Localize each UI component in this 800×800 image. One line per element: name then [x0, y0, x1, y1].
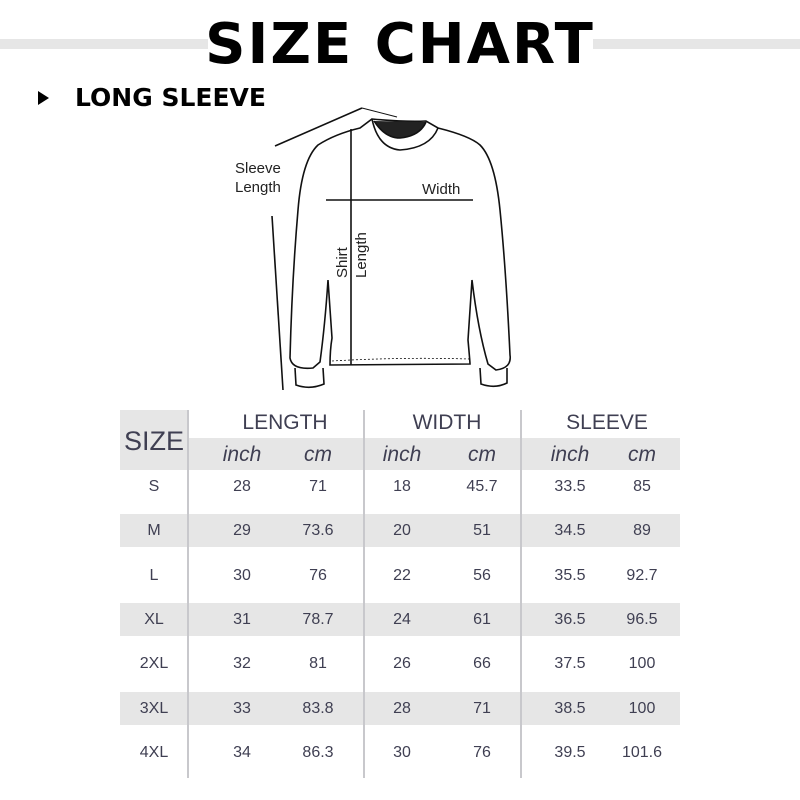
cell-width-cm: 71 [473, 699, 491, 717]
cell-width-inch: 28 [393, 699, 411, 717]
shirt-length-label-1: Shirt [334, 246, 351, 278]
sleeve-measure-line-top [361, 107, 398, 118]
cell-sleeve-inch: 38.5 [554, 699, 586, 717]
cell-width-cm: 76 [473, 743, 491, 761]
group-header-sleeve: SLEEVE [566, 411, 648, 434]
cell-width-inch: 20 [393, 522, 411, 540]
cell-sleeve-cm: 92.7 [626, 566, 658, 584]
unit-sleeve-inch: inch [550, 443, 590, 466]
cell-sleeve-cm: 100 [628, 655, 656, 673]
page-title: SIZE CHART [205, 12, 595, 77]
table-row: M 29 73.6 20 51 34.5 89 [120, 514, 680, 558]
table-row: 2XL 32 81 26 66 37.5 100 [120, 647, 680, 691]
table-row: S 28 71 18 45.7 33.5 85 [120, 470, 680, 514]
cell-length-inch: 33 [233, 699, 251, 717]
sleeve-measure-line-lower [271, 215, 284, 391]
title-rule-left [0, 39, 208, 49]
right-cuff [479, 367, 508, 388]
cell-width-inch: 22 [393, 566, 411, 584]
triangle-bullet-icon [38, 91, 49, 105]
cell-length-inch: 32 [233, 655, 251, 673]
size-header: SIZE [120, 410, 188, 470]
cell-length-cm: 71 [309, 478, 327, 495]
cell-length-cm: 81 [309, 655, 327, 673]
unit-length-cm: cm [304, 443, 332, 466]
shirt-outline [289, 118, 512, 371]
cell-width-inch: 18 [393, 478, 411, 495]
unit-width-cm: cm [468, 443, 496, 466]
group-header-length: LENGTH [242, 411, 328, 434]
size-table: SIZE LENGTH WIDTH SLEEVE inch cm inch cm… [120, 410, 680, 780]
cell-width-cm: 45.7 [466, 478, 498, 495]
cell-width-cm: 51 [473, 522, 491, 540]
cell-width-cm: 61 [473, 610, 491, 628]
cell-sleeve-cm: 85 [633, 478, 651, 495]
shirt-length-label-2: Length [353, 232, 370, 278]
cell-sleeve-inch: 37.5 [554, 655, 586, 673]
cell-size: 4XL [139, 743, 169, 761]
cell-width-cm: 66 [473, 655, 491, 673]
column-divider [363, 410, 365, 778]
unit-length-inch: inch [222, 443, 262, 466]
table-row: 3XL 33 83.8 28 71 38.5 100 [120, 691, 680, 736]
title-rule-right [593, 39, 800, 49]
cell-width-inch: 24 [393, 610, 411, 628]
cell-size: 3XL [139, 699, 169, 717]
column-divider [520, 410, 522, 778]
cell-size: XL [144, 610, 164, 628]
collar [371, 118, 439, 151]
cell-sleeve-inch: 35.5 [554, 566, 586, 584]
cell-width-cm: 56 [473, 566, 491, 584]
column-divider [187, 410, 189, 778]
cell-length-inch: 30 [233, 566, 251, 584]
cell-sleeve-cm: 101.6 [621, 743, 663, 761]
cell-length-inch: 28 [233, 478, 251, 495]
row-band [120, 602, 680, 636]
cell-sleeve-inch: 34.5 [554, 522, 586, 540]
cell-sleeve-cm: 100 [628, 699, 656, 717]
row-band [120, 691, 680, 725]
table-row: L 30 76 22 56 35.5 92.7 [120, 559, 680, 603]
table-row: 4XL 34 86.3 30 76 39.5 101.6 [120, 736, 680, 780]
cell-sleeve-inch: 33.5 [554, 478, 586, 495]
cell-size: 2XL [139, 655, 169, 673]
cell-size: L [149, 566, 159, 584]
cell-length-inch: 34 [233, 743, 251, 761]
cell-size: S [148, 478, 160, 495]
cell-length-cm: 76 [309, 566, 327, 584]
width-label: Width [422, 181, 460, 198]
sleeve-length-label-2: Length [235, 179, 281, 196]
cell-sleeve-cm: 89 [633, 522, 651, 540]
shirt-diagram: Sleeve Length Width Shirt Length [235, 107, 512, 391]
cell-sleeve-cm: 96.5 [626, 610, 658, 628]
sleeve-measure-line [274, 107, 363, 147]
cell-size: M [147, 522, 161, 540]
cell-width-inch: 26 [393, 655, 411, 673]
cell-length-cm: 73.6 [302, 522, 334, 540]
section-subtitle: LONG SLEEVE [75, 83, 266, 112]
unit-sleeve-cm: cm [628, 443, 656, 466]
cell-length-inch: 29 [233, 522, 251, 540]
cell-length-inch: 31 [233, 610, 251, 628]
group-header-width: WIDTH [412, 411, 482, 434]
unit-header-band [188, 438, 680, 470]
cell-width-inch: 30 [393, 743, 411, 761]
hem-stitch [331, 357, 471, 362]
cell-sleeve-inch: 36.5 [554, 610, 586, 628]
sleeve-length-label-1: Sleeve [235, 160, 281, 177]
collar-inner [373, 120, 427, 139]
cell-length-cm: 78.7 [302, 610, 334, 628]
cell-length-cm: 83.8 [302, 699, 334, 717]
cell-length-cm: 86.3 [302, 743, 334, 761]
row-band [120, 514, 680, 548]
table-row: XL 31 78.7 24 61 36.5 96.5 [120, 602, 680, 647]
left-cuff [294, 367, 325, 389]
unit-width-inch: inch [382, 443, 422, 466]
cell-sleeve-inch: 39.5 [554, 743, 586, 761]
